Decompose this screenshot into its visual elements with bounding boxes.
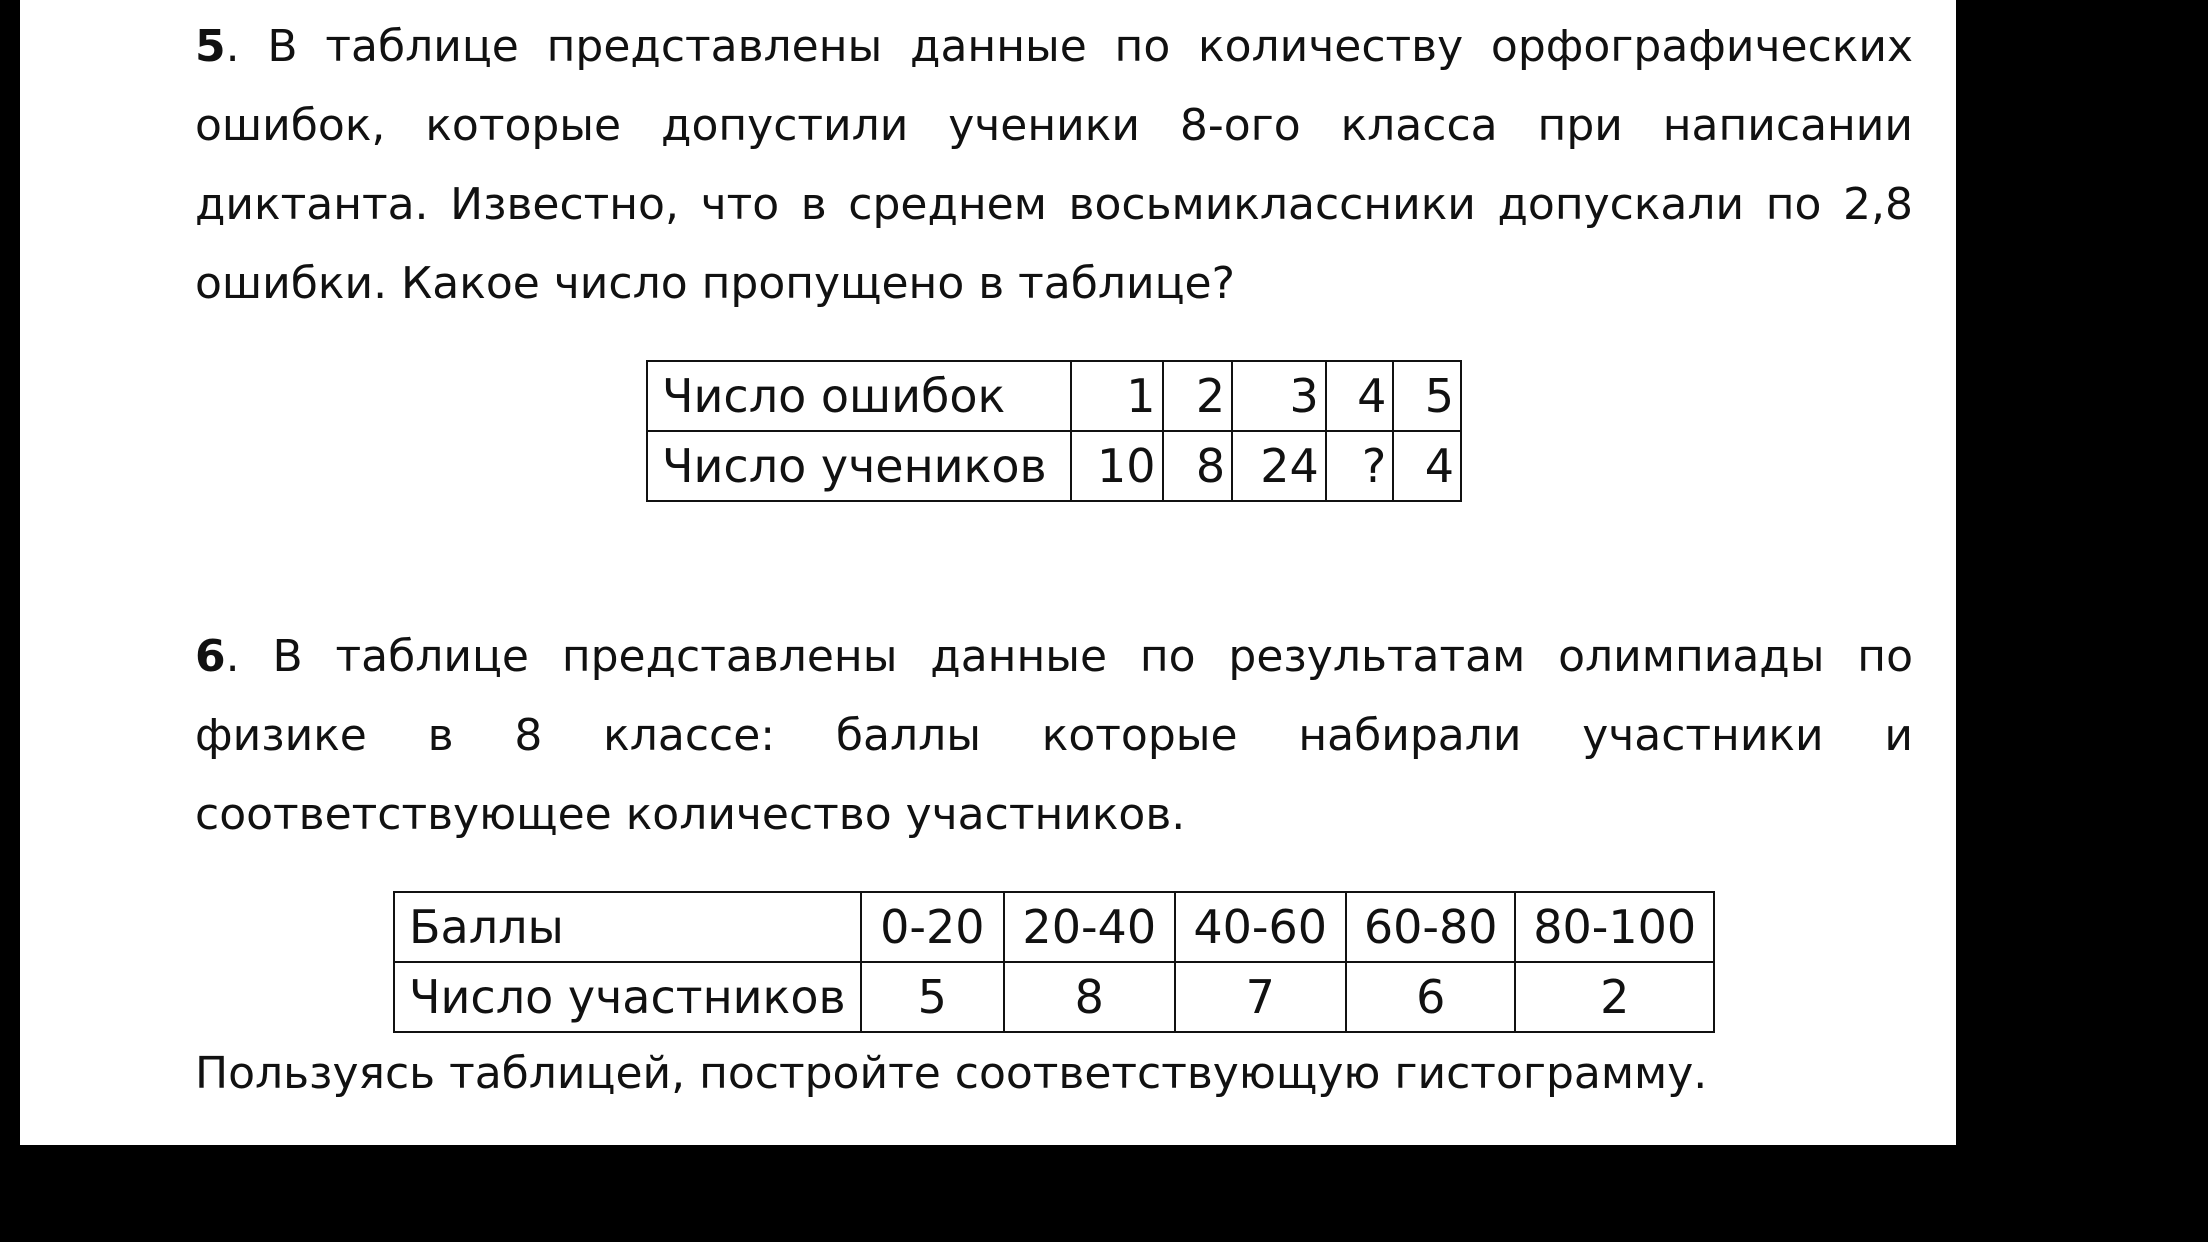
row-header: Баллы [393,891,862,963]
table-cell: ? [1324,430,1395,502]
text-line: . В таблице представлены данные по резул… [225,631,1913,682]
table-cell: 80-100 [1514,891,1715,963]
text-line: ошибки. Какое число пропущено в таблице? [195,258,1235,309]
table-cell: 0-20 [859,891,1006,963]
table-cell: 8 [1161,430,1234,502]
text-line: ошибок, которые допустили ученики 8-ого … [195,100,1913,151]
table-cell: 5 [859,961,1006,1033]
row-header: Число ошибок [646,360,1072,432]
table-cell: 24 [1231,430,1327,502]
table-cell: 2 [1161,360,1234,432]
table-cell: 2 [1514,961,1715,1033]
table-row: Число участников 5 8 7 6 2 [393,961,1715,1033]
table-row: Число ошибок 1 2 3 4 5 [646,360,1462,432]
table-cell: 3 [1231,360,1327,432]
text-line: соответствующее количество участников. [195,789,1186,840]
table-cell: 1 [1069,360,1164,432]
text-line: физике в 8 классе: баллы которые набирал… [195,710,1913,761]
table-cell: 8 [1003,961,1176,1033]
task-5-text: 5. В таблице представлены данные по коли… [195,7,1913,323]
text-line: диктанта. Известно, что в среднем восьми… [195,179,1913,230]
table-row: Число учеников 10 8 24 ? 4 [646,430,1462,502]
table-cell: 7 [1173,961,1347,1033]
table-cell: 10 [1069,430,1164,502]
row-header: Число участников [393,961,862,1033]
task-6-text: 6. В таблице представлены данные по резу… [195,617,1913,854]
row-header: Число учеников [646,430,1072,502]
table-row: Баллы 0-20 20-40 40-60 60-80 80-100 [393,891,1715,963]
errors-table: Число ошибок 1 2 3 4 5 Число учеников 10… [646,360,1462,502]
table-cell: 40-60 [1173,891,1347,963]
text-line: . В таблице представлены данные по колич… [225,21,1913,72]
table-cell: 4 [1324,360,1395,432]
task-6-footer: Пользуясь таблицей, постройте соответств… [195,1034,1913,1113]
table-cell: 5 [1392,360,1462,432]
task-5-number: 5 [195,21,226,72]
table-cell: 4 [1392,430,1462,502]
olympiad-table: Баллы 0-20 20-40 40-60 60-80 80-100 Числ… [393,891,1715,1033]
table-cell: 6 [1344,961,1517,1033]
table-cell: 20-40 [1003,891,1176,963]
task-6-number: 6 [195,631,226,682]
text-line: Пользуясь таблицей, постройте соответств… [195,1048,1708,1099]
document-page: 5. В таблице представлены данные по коли… [20,0,1956,1145]
table-cell: 60-80 [1344,891,1517,963]
